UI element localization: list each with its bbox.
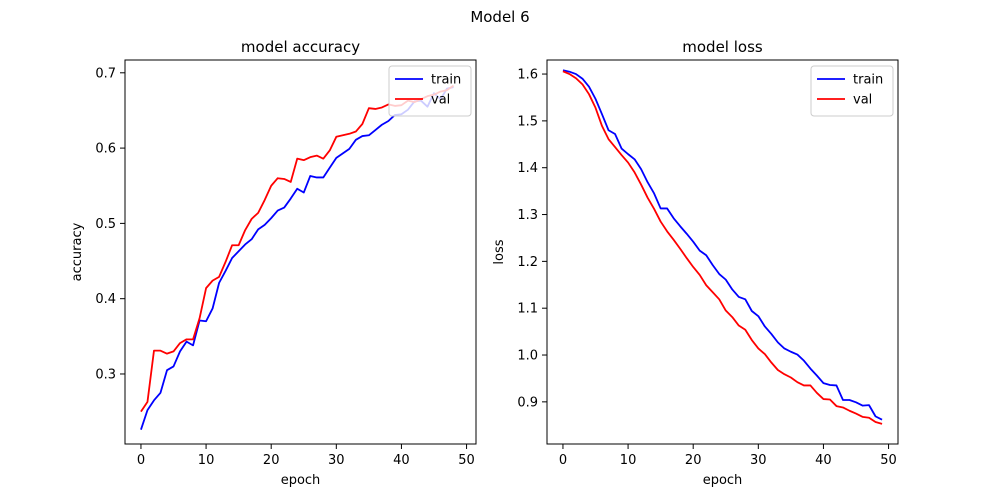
accuracy-y-tick-label: 0.6	[95, 142, 116, 157]
accuracy-y-tick-label: 0.3	[95, 367, 116, 382]
accuracy-y-tick-label: 0.5	[95, 217, 116, 232]
loss-x-tick-label: 10	[620, 453, 637, 468]
accuracy-x-axis-label: epoch	[281, 473, 321, 488]
loss-y-tick-label: 0.9	[517, 395, 538, 410]
accuracy-legend-label-val: val	[431, 93, 450, 108]
figure-suptitle: Model 6	[470, 8, 529, 26]
loss-y-axis-label: loss	[492, 239, 507, 264]
loss-y-tick-label: 1.0	[517, 349, 538, 364]
loss-plot-title: model loss	[682, 38, 763, 56]
loss-y-tick-label: 1.1	[517, 302, 538, 317]
loss-x-tick-label: 30	[750, 453, 767, 468]
loss-y-tick-label: 1.6	[517, 68, 538, 83]
loss-legend-label-val: val	[853, 93, 872, 108]
accuracy-y-tick-label: 0.4	[95, 292, 116, 307]
accuracy-x-tick-label: 20	[263, 453, 280, 468]
loss-x-axis-label: epoch	[703, 473, 743, 488]
accuracy-x-tick-label: 0	[137, 453, 145, 468]
loss-y-tick-label: 1.2	[517, 255, 538, 270]
loss-y-tick-label: 1.4	[517, 161, 538, 176]
accuracy-panel: 0 10 20 30 40 50 0.3 0.4 0.5 0.6 0.7 model accuracy…	[70, 38, 477, 488]
accuracy-axes-frame	[124, 59, 477, 445]
loss-x-tick-label: 0	[559, 453, 567, 468]
accuracy-x-tick-label: 10	[198, 453, 215, 468]
accuracy-y-axis-label: accuracy	[70, 222, 85, 281]
loss-series-train-line	[562, 69, 883, 421]
accuracy-x-tick-label: 30	[328, 453, 345, 468]
accuracy-x-tick-label: 50	[458, 453, 475, 468]
accuracy-y-tick-label: 0.7	[95, 66, 116, 81]
loss-y-tick-label: 1.3	[517, 208, 538, 223]
loss-y-tick-label: 1.5	[517, 114, 538, 129]
loss-series-val-line	[562, 70, 883, 425]
loss-x-tick-label: 20	[685, 453, 702, 468]
accuracy-legend: train val	[388, 65, 472, 117]
loss-legend: train val	[810, 65, 894, 117]
loss-legend-label-train: train	[853, 73, 883, 88]
loss-x-tick-label: 40	[815, 453, 832, 468]
accuracy-plot-title: model accuracy	[241, 38, 360, 56]
accuracy-legend-label-train: train	[431, 73, 461, 88]
accuracy-x-tick-label: 40	[393, 453, 410, 468]
loss-axes-frame	[546, 59, 899, 445]
loss-x-tick-label: 50	[880, 453, 897, 468]
loss-panel: 0 10 20 30 40 50 0.9 1.0 1.1 1.2 1.3 1.4 1.5 1.6 model…	[492, 38, 899, 488]
